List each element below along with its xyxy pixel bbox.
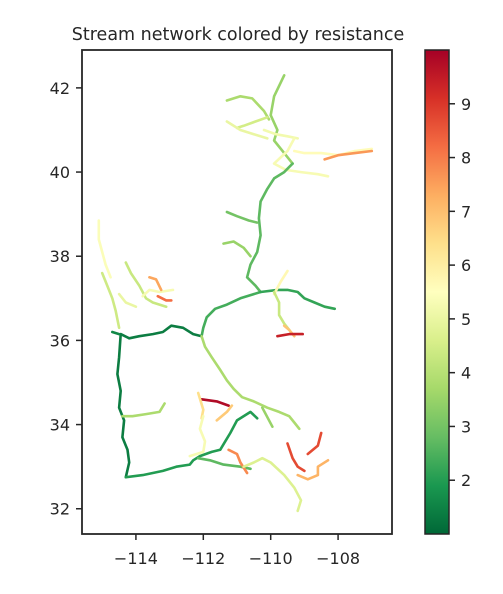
x-tick-label: −108 (316, 549, 360, 568)
stream-segment-38 (141, 288, 175, 298)
colorbar-tick-label: 9 (461, 95, 471, 114)
colorbar-tick-label: 2 (461, 471, 471, 490)
x-tick-label: −112 (181, 549, 225, 568)
x-tick-label: −114 (114, 549, 158, 568)
colorbar-tick-label: 4 (461, 364, 471, 383)
stream-segment-31 (286, 442, 306, 473)
colorbar (424, 49, 450, 535)
stream-segment-40 (156, 294, 173, 302)
stream-segment-14 (272, 269, 289, 296)
x-axis: −114 −112 −110 −108 (114, 534, 360, 568)
y-tick-label: 42 (50, 79, 70, 98)
y-axis: 32 34 36 38 40 42 (50, 79, 82, 519)
stream-segment-34 (97, 219, 112, 279)
chart-title: Stream network colored by resistance (72, 25, 404, 45)
stream-segment-35 (100, 271, 121, 330)
stream-segment-10 (225, 210, 259, 224)
stream-segment-39 (148, 275, 163, 292)
colorbar-tick-label: 5 (461, 310, 471, 329)
x-tick-label: −110 (249, 549, 293, 568)
stream-segment-33 (306, 431, 323, 456)
stream-segment-30 (242, 456, 303, 513)
stream-segment-5 (225, 120, 269, 140)
stream-segment-6 (292, 147, 374, 157)
stream-segment-37 (117, 292, 138, 309)
y-tick-label: 36 (50, 331, 70, 350)
stream-segment-36 (124, 261, 168, 309)
stream-segment-19 (111, 330, 121, 336)
stream-segment-3 (235, 116, 269, 130)
colorbar-tick-label: 8 (461, 149, 471, 168)
stream-segment-28 (188, 414, 207, 458)
y-tick-label: 34 (50, 416, 70, 435)
colorbar-tick-label: 3 (461, 417, 471, 436)
y-tick-label: 38 (50, 247, 70, 266)
stream-segment-4 (262, 128, 300, 140)
colorbar-tick-label: 6 (461, 256, 471, 275)
plot-frame (81, 49, 393, 535)
stream-segment-18 (116, 324, 203, 479)
stream-segment-9 (245, 162, 294, 294)
stream-segment-26 (200, 397, 230, 407)
stream-segment-17 (276, 332, 305, 338)
stream-network (97, 74, 374, 513)
colorbar-tick-label: 7 (461, 202, 471, 221)
stream-segment-7 (323, 149, 374, 161)
y-tick-label: 40 (50, 163, 70, 182)
stream-segment-20 (124, 410, 259, 479)
stream-segment-23 (260, 406, 274, 429)
stream-segment-11 (222, 240, 252, 258)
stream-segment-24 (121, 402, 166, 418)
stream-segment-25 (215, 404, 234, 422)
y-tick-label: 32 (50, 500, 70, 519)
stream-segment-12 (200, 290, 262, 338)
colorbar-axis: 2 3 4 5 6 7 8 9 (449, 95, 471, 490)
stream-segment-13 (259, 288, 337, 311)
stream-segment-32 (296, 458, 330, 481)
stream-segment-2 (225, 95, 271, 121)
stream-segment-22 (200, 334, 301, 431)
stream-segment-27 (196, 391, 205, 420)
